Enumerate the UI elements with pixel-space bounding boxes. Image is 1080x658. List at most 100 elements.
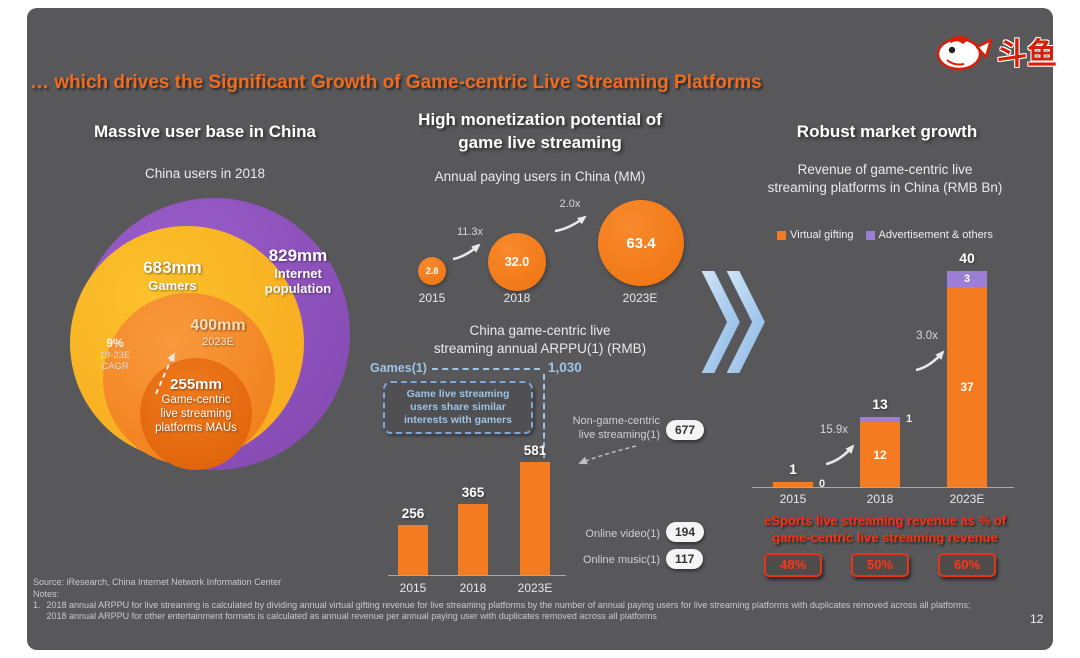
revenue-chart-title: Revenue of game-centric live streaming p… (735, 161, 1035, 197)
games-reference-value: 1,030 (548, 360, 582, 375)
revenue-2023e-gifting-segment: 37 (947, 287, 987, 487)
revenue-stack-2023e: 37 3 40 (947, 250, 987, 487)
growth-label-3x: 3.0x (916, 330, 938, 342)
footnote-1-number: 1. (33, 600, 41, 610)
arppu-bar-2018-value: 365 (461, 484, 485, 500)
advertisement-swatch-icon (865, 230, 875, 240)
revenue-stack-2018: 12 13 1 (860, 396, 912, 487)
revenue-2018-total: 13 (872, 395, 888, 412)
games-reference-label: Games(1) (370, 361, 427, 375)
footnote-1: 1. 2018 annual ARPPU for live streaming … (33, 600, 1033, 622)
arppu-title-line2: streaming annual ARPPU(1) (RMB) (433, 341, 647, 356)
douyu-logo: 斗鱼 (933, 26, 1057, 76)
middle-header-line2: game live streaming (458, 133, 622, 152)
growth-arrow-icon (915, 350, 945, 372)
projection-stat: 400mm 2023E (153, 317, 283, 350)
mau-value: 255mm (170, 376, 222, 393)
growth-label-15-9x: 15.9x (819, 424, 849, 436)
bubble-year-2023e: 2023E (622, 291, 658, 305)
revenue-stack-2015: 1 0 (773, 461, 825, 490)
virtual-gifting-swatch-icon (777, 230, 787, 240)
online-music-value-badge: 117 (666, 549, 704, 569)
esports-percent-2015-badge: 48% (764, 553, 822, 577)
arppu-bar-2023e-value: 581 (523, 442, 547, 458)
growth-label-2x: 2.0x (559, 198, 581, 210)
revenue-2018-gifting-value: 12 (873, 447, 887, 462)
callout-line2: users share similar (410, 401, 506, 413)
projection-label: 2023E (202, 336, 234, 348)
growth-arrow-icon (452, 243, 481, 261)
legend-virtual-gifting-label: Virtual gifting (790, 229, 854, 241)
arppu-bar-2015-value: 256 (401, 506, 425, 522)
esports-revenue-caption: eSports live streaming revenue as % of g… (730, 512, 1040, 546)
esports-caption-line1: eSports live streaming revenue as % of (763, 513, 1007, 528)
revenue-year-2023e: 2023E (949, 492, 985, 506)
growth-arrow-icon (825, 444, 855, 466)
double-chevron-icon (700, 270, 766, 374)
right-column-header: Robust market growth (796, 122, 978, 141)
internet-label-line2: population (264, 281, 332, 296)
internet-population-stat: 829mm Internet population (232, 246, 364, 296)
bubble-2023e-value: 63.4 (626, 234, 656, 252)
revenue-2015-ads-value: 0 (819, 477, 826, 490)
esports-percent-2023e-badge: 60% (938, 553, 996, 577)
bubble-2018-value: 32.0 (504, 255, 530, 269)
online-video-value-badge: 194 (666, 522, 705, 542)
bubble-year-2015: 2015 (418, 291, 446, 305)
arppu-bar-2023e: 581 (520, 443, 550, 575)
arppu-chart-title: China game-centric live streaming annual… (385, 322, 695, 358)
footnote-1-line1: 2018 annual ARPPU for live streaming is … (46, 600, 971, 610)
mau-stat: 255mm Game-centric live streaming platfo… (136, 376, 256, 435)
footnote-1-line2: 2018 annual ARPPU for other entertainmen… (46, 611, 657, 621)
online-music-label: Online music(1) (582, 554, 660, 566)
left-column-header: Massive user base in China (93, 122, 317, 141)
mau-circle (140, 358, 252, 470)
page-number: 12 (1030, 612, 1044, 626)
gamers-value: 683mm (143, 258, 202, 277)
arppu-bar-2018: 365 (458, 485, 488, 575)
arppu-year-2023e: 2023E (517, 581, 553, 595)
revenue-title-line2: streaming platforms in China (RMB Bn) (767, 180, 1003, 195)
revenue-2015-gifting-segment (773, 481, 813, 487)
games-dashed-vline (543, 374, 545, 458)
revenue-title-line1: Revenue of game-centric live (797, 162, 973, 177)
douyu-logo-text: 斗鱼 (997, 38, 1057, 71)
arppu-axis-line (388, 575, 566, 576)
cagr-value: 9% (106, 336, 124, 350)
growth-arrow-icon (554, 215, 587, 233)
mau-label-line2: live streaming (160, 408, 232, 420)
arppu-year-2015: 2015 (399, 581, 427, 595)
paying-users-chart-title: Annual paying users in China (MM) (434, 169, 646, 184)
revenue-2023e-ads-value: 3 (963, 273, 971, 286)
mau-label-line1: Game-centric (161, 394, 231, 406)
internet-label-line1: Internet (274, 266, 322, 281)
revenue-2018-ads-value: 1 (906, 412, 913, 425)
notes-label: Notes: (33, 589, 60, 599)
bubble-2015-value: 2.8 (425, 266, 439, 276)
cagr-label: CAGR (101, 361, 129, 372)
internet-value: 829mm (268, 246, 328, 265)
gamers-stat: 683mm Gamers (100, 258, 245, 293)
revenue-2023e-ads-segment: 3 (947, 271, 987, 288)
projection-value: 400mm (190, 317, 246, 334)
arppu-title-line1: China game-centric live (469, 323, 611, 338)
douyu-fish-icon (936, 35, 993, 71)
growth-label-11x: 11.3x (456, 226, 484, 238)
revenue-axis-line (752, 487, 1014, 488)
bubble-2015: 2.8 (418, 257, 446, 285)
callout-line3: interests with gamers (404, 414, 512, 426)
cagr-growth-arrow-icon (155, 352, 175, 395)
footnote-1-text: 2018 annual ARPPU for live streaming is … (47, 600, 971, 622)
revenue-2023e-gifting-value: 37 (960, 380, 974, 395)
legend-virtual-gifting: Virtual gifting (777, 229, 854, 241)
bubble-2018: 32.0 (488, 233, 546, 291)
revenue-year-2015: 2015 (779, 492, 807, 506)
middle-header-line1: High monetization potential of (418, 110, 662, 129)
arppu-year-2018: 2018 (459, 581, 487, 595)
non-game-value-badge: 677 (666, 420, 705, 440)
bubble-2023e: 63.4 (598, 200, 684, 286)
source-note: Source: iResearch, China Internet Networ… (33, 577, 282, 587)
non-game-label-line2: live streaming(1) (578, 429, 660, 441)
revenue-2018-ads-segment (860, 416, 900, 423)
middle-column-header: High monetization potential of game live… (380, 108, 700, 154)
